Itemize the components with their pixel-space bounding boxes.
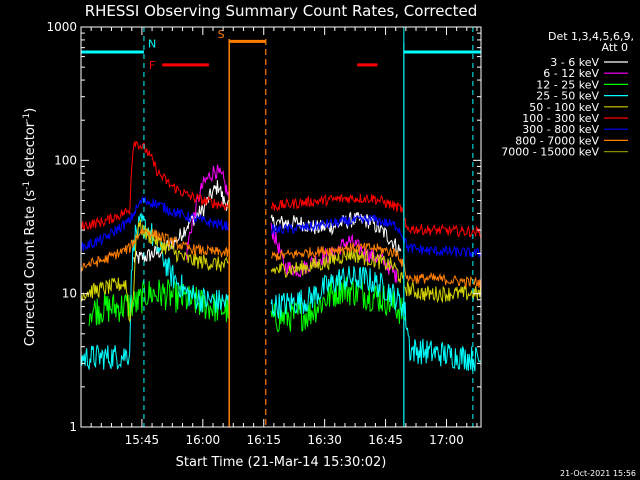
flag-label-s: S [218, 28, 225, 41]
y-axis-ticks: 1 10 100 1000 [46, 20, 481, 434]
x-tick-label: 17:00 [429, 433, 464, 447]
legend-entry: 3 - 6 keV [550, 56, 599, 69]
series-line [80, 212, 481, 372]
x-tick-label: 16:30 [307, 433, 342, 447]
y-axis-label: Corrected Count Rate (s-1 detector-1) [22, 108, 38, 346]
flag-label-n: N [148, 38, 156, 51]
legend-entry: 7000 - 15000 keV [501, 146, 599, 159]
series-line [80, 219, 482, 323]
y-tick-label: 1000 [46, 20, 77, 34]
x-axis-ticks: 15:45 16:00 16:15 16:30 16:45 17:00 [80, 27, 478, 447]
legend-entry: 12 - 25 keV [536, 78, 599, 91]
series-line [80, 227, 482, 289]
legend-entry: 100 - 300 keV [522, 112, 599, 125]
y-tick-label: 100 [54, 153, 77, 167]
flag-layer: NF S [81, 27, 481, 427]
x-tick-label: 16:00 [186, 433, 221, 447]
legend-entry: 25 - 50 keV [536, 90, 599, 103]
x-tick-label: 16:45 [368, 433, 403, 447]
x-tick-label: 16:15 [246, 433, 281, 447]
x-tick-label: 15:45 [125, 433, 160, 447]
legend-entry: 50 - 100 keV [529, 101, 599, 114]
legend-entry: 800 - 7000 keV [515, 134, 599, 147]
chart-title: RHESSI Observing Summary Count Rates, Co… [85, 2, 478, 20]
legend-header-line-2: Att 0 [602, 41, 628, 54]
footer-timestamp: 21-Oct-2021 15:56 [560, 469, 636, 478]
legend-entry: 6 - 12 keV [543, 67, 599, 80]
y-tick-label: 1 [69, 420, 77, 434]
plot-frame [80, 26, 482, 428]
series-line [80, 140, 482, 238]
data-series-layer [80, 140, 482, 372]
legend-entry: 300 - 800 keV [522, 123, 599, 136]
legend-header-line-1: Det 1,3,4,5,6,9, [548, 30, 634, 43]
series-line [88, 276, 406, 332]
flag-label-f: F [149, 59, 155, 72]
series-line [80, 196, 482, 258]
x-axis-label: Start Time (21-Mar-14 15:30:02) [176, 455, 387, 470]
y-tick-label: 10 [62, 287, 77, 301]
